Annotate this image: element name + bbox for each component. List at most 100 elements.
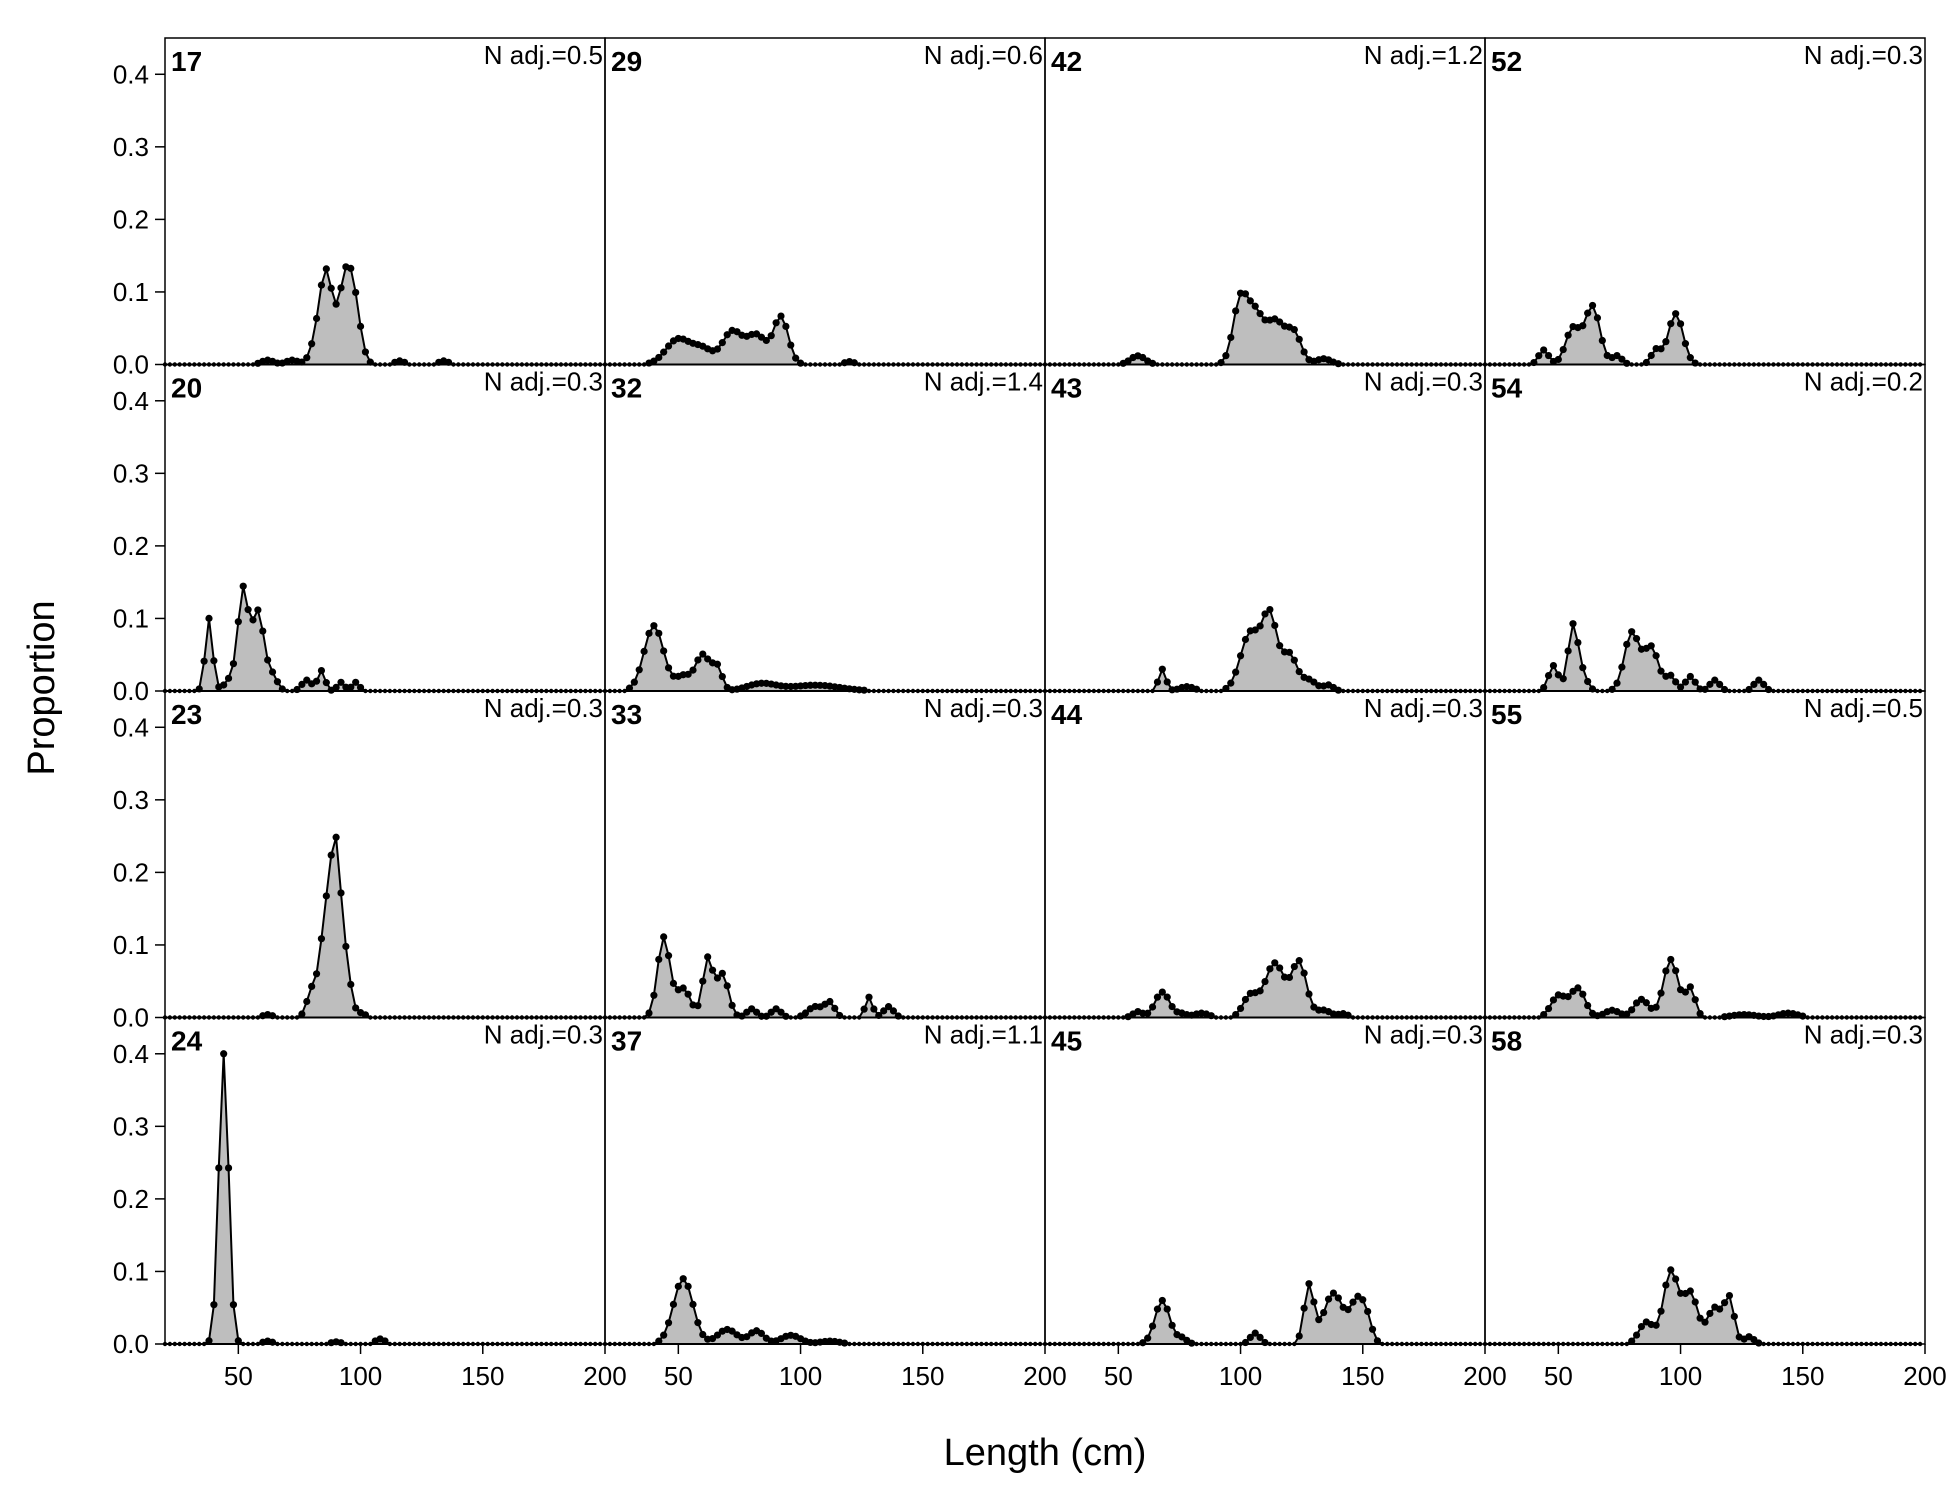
data-point [1285,648,1294,656]
data-point [1755,676,1763,684]
panel-id: 52 [1491,46,1522,77]
data-point [664,342,673,350]
panel-id: 33 [611,699,642,730]
data-point [1276,964,1284,972]
data-point [689,1300,697,1308]
data-point [752,1008,761,1016]
data-point [239,582,247,590]
x-tick-label: 50 [224,1361,253,1391]
data-point [229,1301,238,1309]
data-point [1696,1009,1704,1018]
data-point [1232,1010,1240,1019]
data-point [1667,1266,1675,1274]
data-point [1657,989,1665,997]
data-point [322,679,330,687]
y-tick-label: 0.4 [113,386,149,416]
data-point [1163,1305,1171,1313]
data-point [361,1011,370,1019]
y-tick-label: 0.3 [113,458,149,488]
data-point [327,851,335,859]
data-point [777,1008,785,1016]
x-tick-label: 200 [1463,1361,1506,1391]
data-point [1373,1337,1382,1345]
data-point [303,997,311,1006]
data-point [713,1331,722,1339]
data-point [1232,307,1240,315]
data-point [322,265,330,273]
panel-45: 45 N adj.=0.3 [1042,1016,1486,1347]
data-point [1232,668,1240,676]
data-point [669,979,678,987]
data-point [767,332,775,340]
panel-55: 55 N adj.=0.5 [1482,690,1926,1021]
data-point [1246,297,1254,305]
panel-20: 20 N adj.=0.3 [162,363,606,694]
data-point [1676,320,1685,328]
data-point [1549,996,1558,1004]
data-point [327,284,335,292]
panel-nadj: N adj.=0.3 [924,693,1043,723]
panel-nadj: N adj.=0.3 [484,1020,603,1050]
distribution-area-43 [1044,608,1482,692]
data-point [650,991,658,999]
data-point [792,354,800,362]
data-point [215,1164,223,1172]
data-point [1295,1332,1303,1340]
data-point [1256,1333,1264,1341]
data-point [1544,351,1553,360]
data-point [723,982,731,990]
data-point [1716,680,1724,689]
data-point [1261,1338,1269,1347]
data-point [1144,1334,1152,1342]
data-point [308,982,316,991]
data-point [1652,1321,1660,1329]
x-tick-label: 200 [583,1361,626,1391]
data-point [1276,318,1284,326]
panel-nadj: N adj.=0.3 [484,367,603,397]
data-point [1535,352,1543,360]
data-point [381,1337,389,1345]
data-point [1315,1316,1323,1324]
panel-frame [1484,690,1926,1019]
data-point [1158,988,1166,996]
y-tick-label: 0.0 [113,676,149,706]
data-point [1637,1322,1646,1331]
data-point [1618,355,1626,363]
panel-58: 58 N adj.=0.3 [1482,1016,1926,1347]
data-point [332,683,340,692]
x-tick-label: 50 [1544,1361,1573,1391]
data-point [650,622,658,630]
data-point [1246,1333,1254,1341]
data-point [1334,686,1342,694]
data-point [1632,1331,1641,1339]
data-point [1755,1339,1763,1347]
data-point [884,1003,893,1011]
data-point [249,616,257,624]
panel-nadj: N adj.=0.3 [1364,367,1483,397]
y-tick-label: 0.3 [113,1111,149,1141]
y-tick-label: 0.3 [113,785,149,815]
panels-layer: 17 N adj.=0.5 29 N adj.=0.6 42 N adj.=1.2 52 N … [162,37,1926,1347]
data-point [298,1010,306,1018]
panel-frame [1484,37,1926,366]
data-point [1662,1281,1670,1289]
data-point [1588,301,1597,310]
x-axis: 50 100 150 200 50 100 150 200 50 100 150 200 50 100 15… [224,1344,1947,1391]
data-point [1271,959,1279,967]
data-point [1652,1003,1660,1011]
panel-id: 20 [171,373,202,404]
data-point [880,1007,888,1015]
panel-frame [164,690,606,1019]
data-point [699,977,707,985]
panel-id: 55 [1491,699,1522,730]
panel-frame [604,363,1046,692]
data-point [1642,999,1650,1007]
data-point [356,322,365,330]
panel-nadj: N adj.=0.3 [484,693,603,723]
y-tick-label: 0.1 [113,277,149,307]
data-point [1540,683,1548,692]
y-tick-label: 0.4 [113,59,149,89]
data-point [1676,683,1685,691]
data-point [889,1007,898,1015]
data-point [1584,677,1592,686]
